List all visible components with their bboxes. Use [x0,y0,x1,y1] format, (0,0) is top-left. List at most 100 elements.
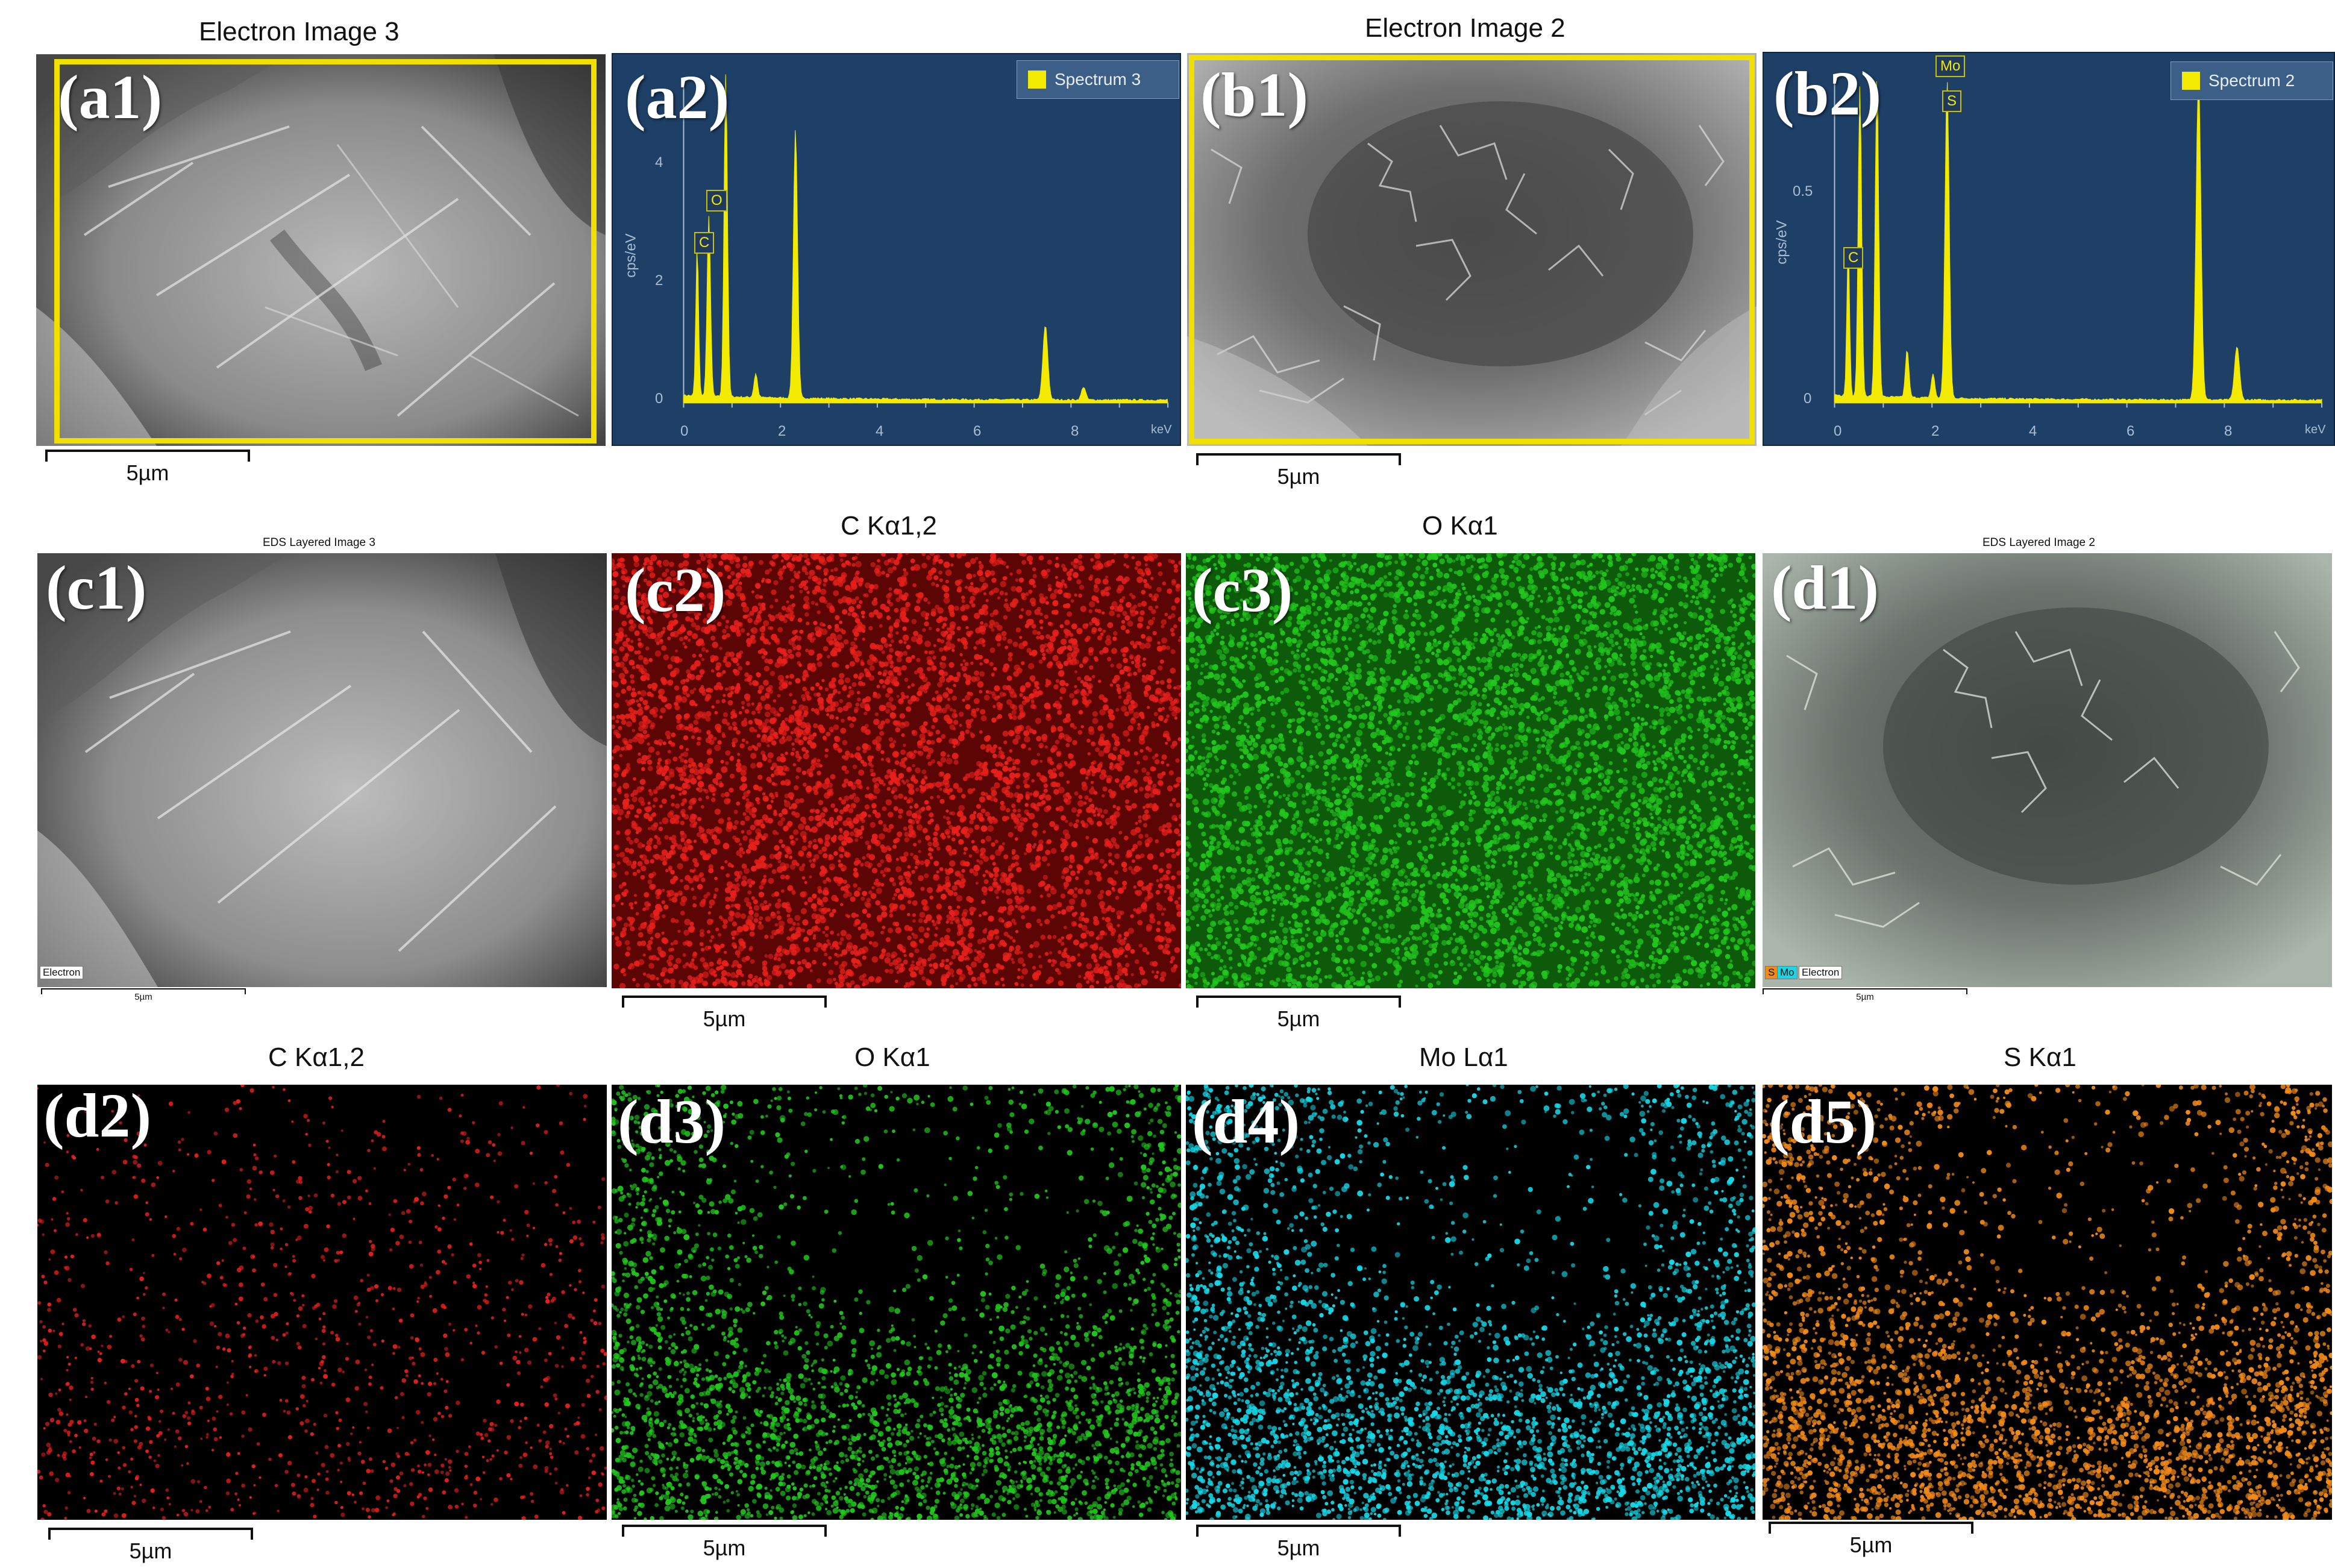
map-dot [901,616,908,622]
map-dot [791,705,796,710]
map-dot [883,867,889,873]
map-dot [700,767,707,773]
map-dot [906,810,912,817]
map-dot [638,638,641,641]
map-dot [612,932,615,936]
map-dot [810,765,816,771]
map-dot [664,835,669,840]
map-dot [612,781,617,788]
map-dot [1162,908,1166,911]
map-dot [720,792,726,798]
map-dot [680,830,685,835]
map-dot [857,886,862,891]
map-dot [683,635,688,640]
map-dot [759,635,765,641]
map-dot [1050,747,1056,753]
map-dot [808,841,813,845]
map-dot [1105,917,1111,923]
map-dot [951,712,958,719]
map-dot [824,707,830,712]
map-dot [683,735,689,741]
x-tick-8: 8 [2224,423,2232,440]
map-dot [895,858,899,861]
map-dot [757,774,763,780]
map-dot [688,805,693,809]
map-dot [1109,825,1114,829]
map-dot [612,571,619,577]
map-dot [864,804,870,810]
map-dot [1062,794,1068,799]
map-dot [688,845,694,851]
map-dot [964,604,970,610]
map-dot [823,879,827,884]
map-dot [725,904,730,910]
map-dot [1161,771,1166,776]
map-dot [1164,889,1167,893]
map-dot [929,856,933,860]
map-dot [647,677,650,681]
map-dot [640,801,645,806]
map-dot [734,820,739,825]
map-dot [917,667,924,674]
map-dot [803,553,809,559]
map-dot [1003,576,1008,580]
map-dot [956,553,962,559]
map-dot [929,812,934,818]
map-dot [709,905,712,909]
map-dot [746,632,750,636]
map-dot [904,837,910,842]
map-dot [1147,748,1152,752]
map-dot [768,903,772,907]
x-axis-unit: keV [2305,423,2325,437]
map-dot [1012,641,1018,647]
map-dot [661,849,668,856]
map-dot [885,693,890,698]
map-dot [659,821,662,825]
map-dot [927,761,932,766]
map-dot [745,661,750,666]
map-dot [904,677,909,682]
map-dot [1046,568,1050,573]
map-dot [942,947,947,952]
map-dot [917,691,923,697]
map-dot [902,626,907,631]
map-dot [804,612,809,617]
map-dot [762,795,769,802]
map-dot [613,844,620,851]
map-dot [1155,605,1159,609]
map-dot [764,954,768,958]
map-dot [1030,704,1036,709]
map-dot [1068,864,1073,869]
map-dot [932,697,936,701]
map-dot [821,846,827,852]
map-dot [780,756,786,763]
map-dot [1022,641,1028,647]
map-dot [923,689,928,694]
map-dot [907,685,910,689]
map-dot [724,860,728,864]
map-dot [817,886,822,891]
map-dot [975,640,980,645]
map-dot [1166,863,1172,869]
map-dot [1067,576,1072,581]
map-dot [832,692,835,696]
map-dot [1074,685,1077,689]
map-dot [956,588,961,592]
map-dot [886,594,891,599]
selection-box [1189,55,1755,444]
map-dot [889,909,893,914]
map-dot [924,776,928,780]
map-dot [930,848,934,852]
map-dot [1164,943,1170,949]
map-dot [923,721,928,726]
map-dot [784,854,789,859]
map-dot [680,879,683,883]
map-dot [1025,923,1032,929]
map-dot [938,570,942,575]
map-dot [700,835,705,840]
map-dot [982,947,985,950]
map-dot [965,626,969,630]
map-dot [955,982,959,985]
map-dot [970,718,974,722]
map-dot [806,724,812,730]
